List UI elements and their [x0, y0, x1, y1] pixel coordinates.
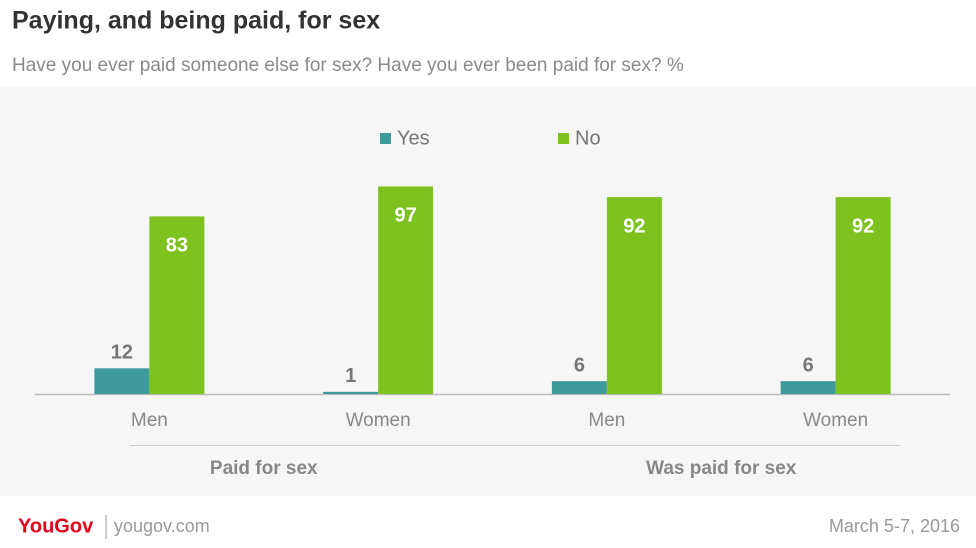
bar — [551, 381, 607, 394]
x-tick-label: Men — [131, 410, 168, 431]
legend-swatch — [380, 133, 391, 144]
value-label: 6 — [803, 354, 814, 376]
x-tick-label: Men — [588, 410, 625, 431]
legend-label: Yes — [397, 127, 430, 149]
legend-swatch — [558, 133, 569, 144]
value-label: 92 — [623, 215, 645, 237]
site: yougov.com — [114, 516, 210, 536]
bar — [780, 381, 836, 394]
bar — [149, 216, 205, 394]
bar — [94, 368, 150, 394]
legend-label: No — [575, 127, 601, 149]
bar — [606, 197, 662, 394]
value-label: 97 — [395, 205, 417, 227]
x-tick-label: Women — [803, 410, 868, 431]
bar — [835, 197, 891, 394]
group-label: Was paid for sex — [646, 458, 797, 479]
group-label: Paid for sex — [210, 458, 318, 479]
brand: YouGov — [18, 515, 94, 537]
value-label: 83 — [166, 235, 188, 257]
value-label: 6 — [574, 354, 585, 376]
bar — [378, 186, 434, 394]
value-label: 1 — [345, 365, 356, 387]
date: March 5-7, 2016 — [829, 516, 960, 536]
bar — [323, 391, 379, 394]
chart-title: Paying, and being paid, for sex — [12, 7, 380, 35]
value-label: 12 — [111, 342, 133, 364]
value-label: 92 — [852, 215, 874, 237]
chart-subtitle: Have you ever paid someone else for sex?… — [12, 55, 684, 76]
plot-background — [0, 86, 976, 496]
x-tick-label: Women — [346, 410, 411, 431]
